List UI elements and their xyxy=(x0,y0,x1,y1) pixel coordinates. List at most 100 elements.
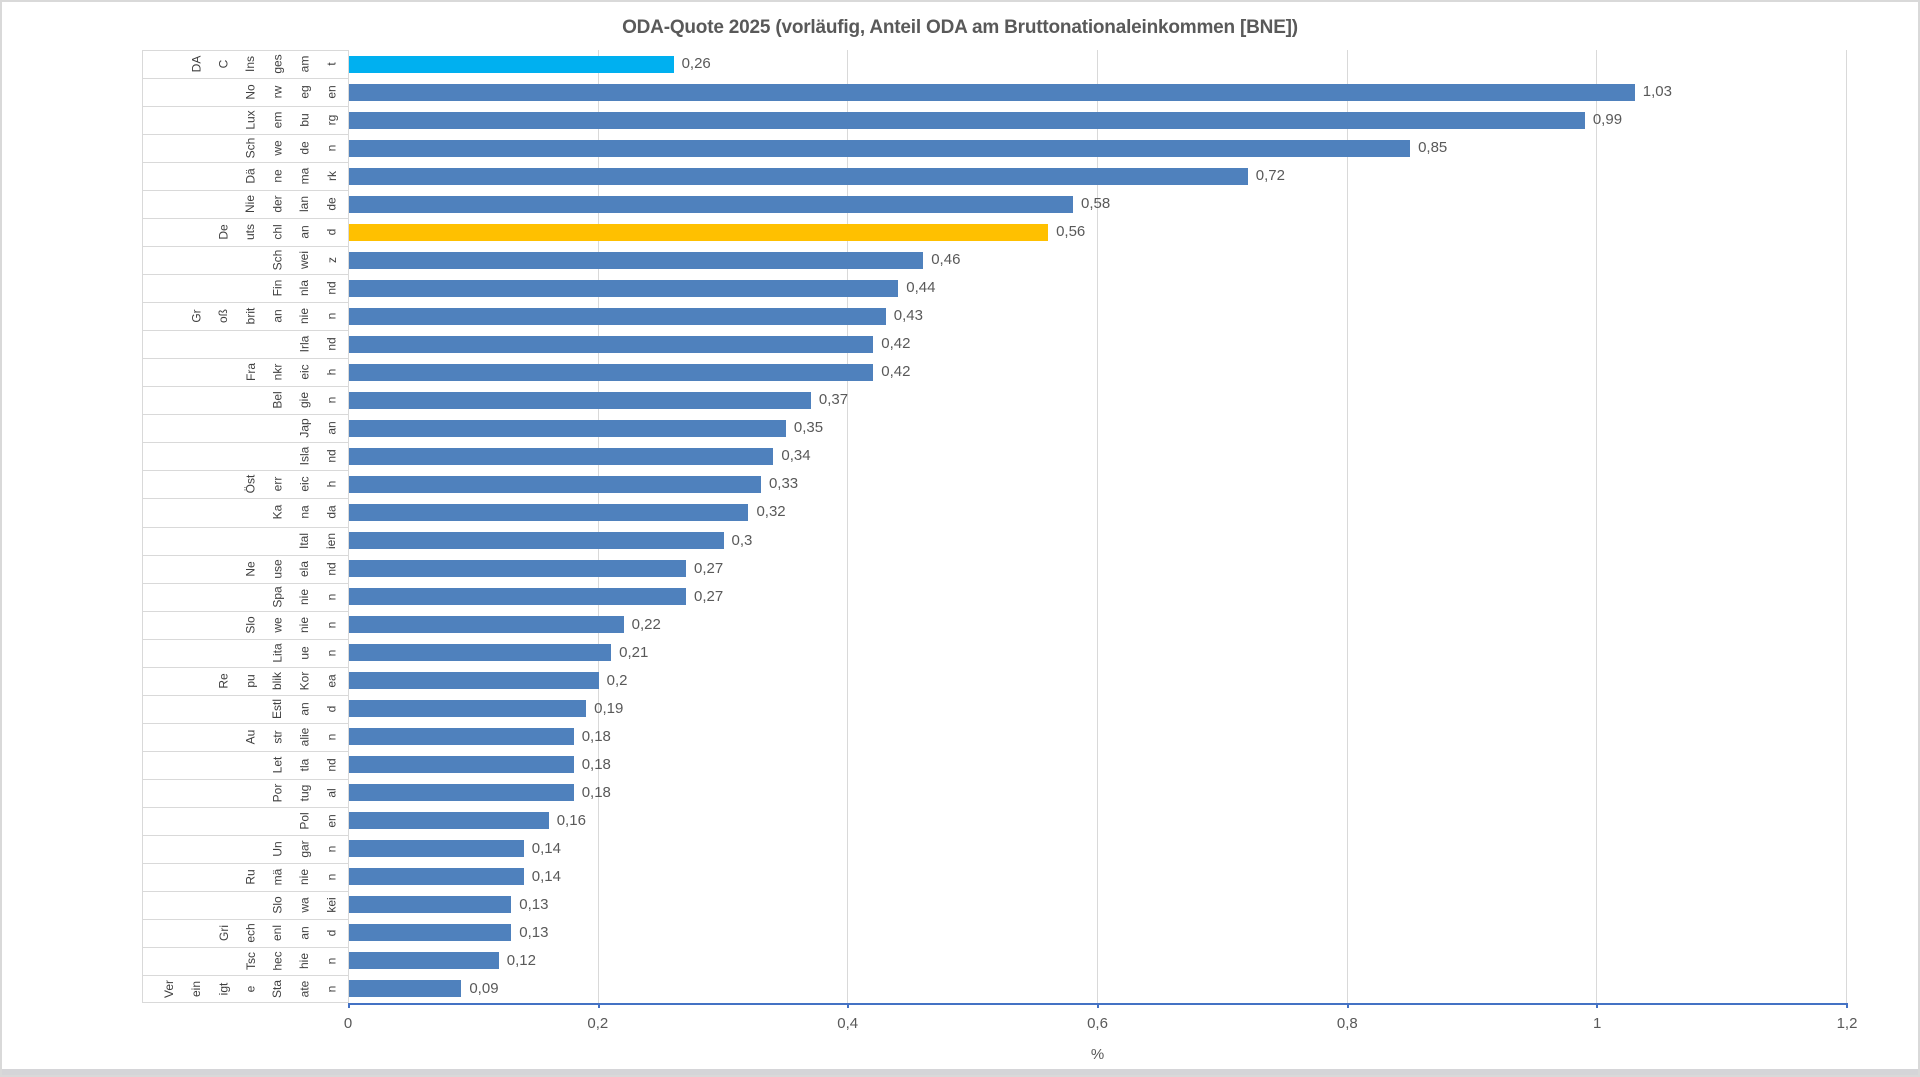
bar-row: 0,16 xyxy=(349,807,1847,835)
category-label-fragment: n xyxy=(324,985,339,993)
category-label-fragment: alie xyxy=(297,727,312,747)
bar-row: 0,43 xyxy=(349,302,1847,330)
category-label: Ka na da xyxy=(143,498,348,526)
category-label-fragment: Spa xyxy=(270,585,285,608)
category-label: Gr oß brit an nie n xyxy=(143,302,348,330)
category-label-fragment: em xyxy=(270,111,285,129)
bar-row: 0,26 xyxy=(349,50,1847,78)
bar-value-label: 0,18 xyxy=(581,783,611,801)
bar-row: 0,18 xyxy=(349,723,1847,751)
category-label-fragment: mä xyxy=(270,868,285,886)
x-tick-label: 0,2 xyxy=(587,1015,609,1032)
category-label-fragment: nd xyxy=(324,758,339,772)
bar-value-label: 0,22 xyxy=(631,615,661,633)
bar-value-label: 0,58 xyxy=(1081,195,1111,213)
x-tick-label: 0,6 xyxy=(1087,1015,1108,1032)
bar xyxy=(349,980,462,998)
category-label-fragment: Jap xyxy=(297,418,312,439)
category-label: Ital ien xyxy=(143,527,348,555)
bar-row: 0,22 xyxy=(349,611,1847,639)
bar-value-label: 0,13 xyxy=(519,923,549,941)
x-tick-label: 0 xyxy=(343,1015,353,1032)
category-separator xyxy=(143,862,348,864)
bar-value-label: 0,21 xyxy=(619,643,649,661)
bar-row: 0,33 xyxy=(349,470,1847,498)
category-label-fragment: eic xyxy=(297,364,312,380)
bar-value-label: 0,26 xyxy=(681,55,711,72)
category-separator xyxy=(143,610,348,612)
category-label-fragment: Tsc xyxy=(243,951,258,970)
category-label-fragment: Pol xyxy=(297,812,312,830)
bar-row: 0,2 xyxy=(349,667,1847,695)
category-separator xyxy=(143,50,348,51)
category-label-fragment: bu xyxy=(297,113,312,127)
category-label-fragment: h xyxy=(324,368,339,376)
category-label: Ru mä nie n xyxy=(143,863,348,891)
bar xyxy=(349,167,1248,185)
bar xyxy=(349,419,786,437)
category-label-fragment: ges xyxy=(270,54,285,74)
category-label-fragment: ma xyxy=(297,167,312,185)
category-label-fragment: Por xyxy=(270,783,285,803)
bar xyxy=(349,588,687,606)
category-label-fragment: n xyxy=(324,649,339,656)
bar-value-label: 0,37 xyxy=(818,391,849,409)
category-label-fragment: Estl xyxy=(270,698,285,719)
category-label-fragment: De xyxy=(216,224,231,240)
bar-row: 0,44 xyxy=(349,274,1847,302)
x-tick-label: 1,2 xyxy=(1836,1015,1858,1032)
category-separator xyxy=(143,218,348,220)
category-label-fragment: ech xyxy=(243,923,258,943)
category-label-fragment: Kor xyxy=(297,671,312,690)
bar-row: 0,27 xyxy=(349,555,1847,583)
category-label: Gri ech enl an d xyxy=(143,919,348,947)
bar-row: 0,35 xyxy=(349,414,1847,442)
category-label-fragment: ea xyxy=(324,673,339,688)
bar xyxy=(349,503,749,521)
category-label-fragment: rw xyxy=(270,85,285,99)
bar xyxy=(349,616,624,634)
category-label: Por tug al xyxy=(143,779,348,807)
bar xyxy=(349,335,874,353)
category-label-fragment: Irla xyxy=(297,335,312,353)
gridline xyxy=(597,50,599,1003)
category-label-fragment: Bel xyxy=(270,391,285,410)
category-label-fragment: pu xyxy=(243,673,258,688)
category-axis: DA C Ins ges am t No rw eg en Lux em bu rg Sch we de n Dä n… xyxy=(142,50,348,1003)
category-label: Au str alie n xyxy=(143,723,348,751)
bar-value-label: 0,12 xyxy=(506,951,536,969)
category-separator xyxy=(143,358,348,360)
category-separator xyxy=(143,946,348,948)
category-label: Isla nd xyxy=(143,442,348,470)
category-label: Sch wei z xyxy=(143,246,348,274)
bar-value-label: 0,14 xyxy=(531,867,561,885)
category-label-fragment: en xyxy=(324,814,339,828)
category-label-fragment: hec xyxy=(270,951,285,971)
category-separator xyxy=(143,302,348,304)
category-separator xyxy=(143,1002,348,1003)
category-label-fragment: nkr xyxy=(270,363,285,381)
category-separator xyxy=(143,470,348,472)
bar xyxy=(349,363,874,381)
category-label-fragment: n xyxy=(324,621,339,628)
category-label: Spa nie n xyxy=(143,583,348,611)
category-label-fragment: na xyxy=(297,505,312,520)
bar-value-label: 0,16 xyxy=(556,811,586,829)
category-label-fragment: an xyxy=(297,225,312,239)
category-label-fragment: rg xyxy=(324,114,339,126)
category-label-fragment: en xyxy=(324,85,339,99)
category-label-fragment: wa xyxy=(297,897,312,913)
category-label-fragment: al xyxy=(324,788,339,798)
category-label-fragment: use xyxy=(270,558,285,579)
bar xyxy=(349,700,587,718)
category-label-fragment: e xyxy=(243,985,258,993)
category-label-fragment: nla xyxy=(297,280,312,297)
x-tick-label: 1 xyxy=(1592,1015,1602,1032)
bar-value-label: 0,56 xyxy=(1056,223,1086,241)
category-label-fragment: chl xyxy=(270,224,285,240)
category-label: Un gar n xyxy=(143,835,348,863)
bar-value-label: 0,27 xyxy=(694,559,724,577)
category-label-fragment: ue xyxy=(297,645,312,660)
category-label-fragment: rk xyxy=(324,171,339,182)
